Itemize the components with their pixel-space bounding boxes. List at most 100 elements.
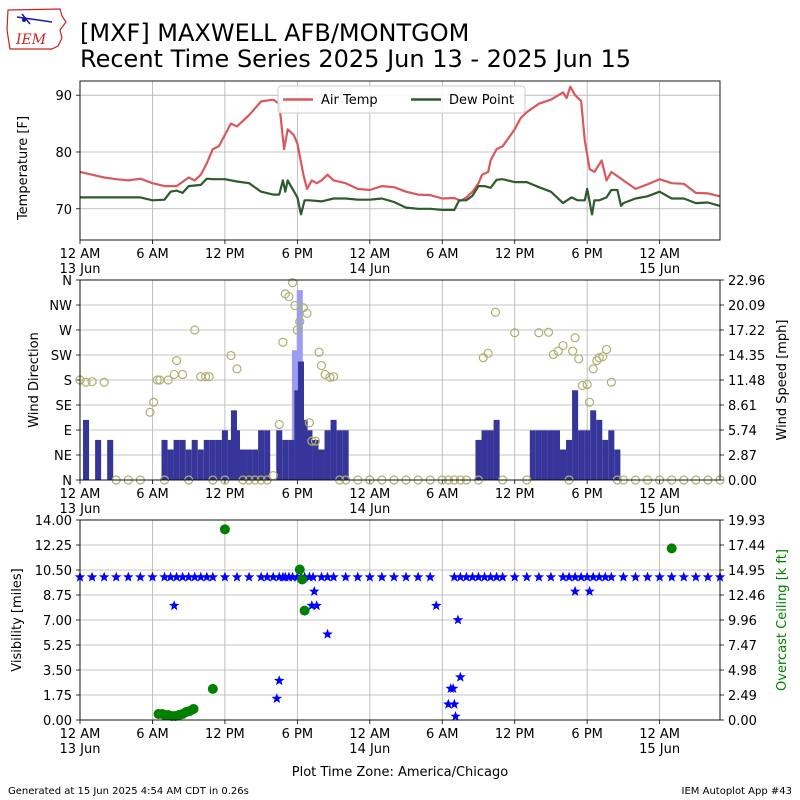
wind-speed-bar xyxy=(246,449,253,480)
visibility-star xyxy=(195,571,206,582)
legend-air-temp-label: Air Temp xyxy=(321,93,378,108)
visibility-star xyxy=(509,571,520,582)
visibility-star xyxy=(159,571,170,582)
wind-speed-bar xyxy=(318,449,325,480)
visibility-star xyxy=(306,600,318,611)
visibility-star xyxy=(255,571,267,582)
wind-direction-tick-label: NW xyxy=(49,299,72,314)
visibility-tick-label: 3.50 xyxy=(43,664,72,679)
wind-direction-point xyxy=(577,380,587,391)
wind-x-tick-date: 14 Jun xyxy=(349,502,390,517)
ceiling-tick-label: 7.47 xyxy=(728,639,757,654)
wind-direction-point xyxy=(307,436,317,446)
wind-direction-point xyxy=(290,300,300,311)
visibility-star xyxy=(455,671,466,682)
wind-speed-bar xyxy=(209,439,216,480)
wind-speed-tick-label: 22.96 xyxy=(728,274,765,289)
wind-direction-point xyxy=(570,333,580,343)
air-temp-line xyxy=(79,85,721,202)
visibility-star xyxy=(479,571,490,582)
ceiling-point xyxy=(294,564,305,575)
wind-direction-point xyxy=(568,346,578,356)
visibility-star xyxy=(123,571,134,582)
wind-direction-point xyxy=(81,377,91,387)
x-axis-label: Plot Time Zone: America/Chicago xyxy=(292,765,508,780)
visibility-star xyxy=(316,571,327,582)
visibility-star xyxy=(533,571,545,582)
visibility-tick-label: 0.00 xyxy=(43,714,72,729)
temperature-y-tick-label: 90 xyxy=(55,89,72,104)
temperature-y-tick-label: 70 xyxy=(55,203,72,218)
visibility-star xyxy=(473,571,484,582)
wind-x-tick-label: 12 PM xyxy=(495,487,535,502)
wind-direction-point xyxy=(594,353,604,363)
temperature-y-tick-label: 80 xyxy=(55,146,72,161)
visibility-tick-label: 8.75 xyxy=(43,589,72,604)
temperature-x-tick-date: 14 Jun xyxy=(349,262,390,277)
footer-app: IEM Autoplot App #43 xyxy=(682,786,792,797)
visibility-star xyxy=(485,571,496,582)
visibility-star xyxy=(690,571,702,582)
visibility-star xyxy=(642,571,653,582)
visibility-axis-label: Visibility [miles] xyxy=(10,568,25,671)
visibility-star xyxy=(584,585,595,596)
footer-generated: Generated at 15 Jun 2025 4:54 AM CDT in … xyxy=(8,786,249,797)
visibility-x-tick-label: 12 PM xyxy=(495,727,535,742)
iem-logo: IEM xyxy=(6,8,67,50)
visibility-x-tick-date: 14 Jun xyxy=(349,742,390,757)
wind-direction-tick-label: S xyxy=(64,374,72,389)
visibility-star xyxy=(400,571,412,582)
wind-direction-point xyxy=(558,340,568,351)
wind-speed-bar xyxy=(566,439,573,480)
wind-speed-bar xyxy=(578,430,585,480)
temperature-frame xyxy=(79,80,721,241)
visibility-star xyxy=(183,571,194,582)
dew-point-line xyxy=(80,177,721,216)
ceiling-tick-label: 14.95 xyxy=(728,564,765,579)
visibility-star xyxy=(630,571,641,582)
chart-title-line2: Recent Time Series 2025 Jun 13 - 2025 Ju… xyxy=(80,45,631,73)
visibility-star xyxy=(243,571,255,582)
ceiling-tick-label: 19.93 xyxy=(728,514,765,529)
visibility-x-tick-label: 6 PM xyxy=(282,727,313,742)
wind-speed-bar xyxy=(487,430,494,480)
visibility-star xyxy=(545,571,557,582)
visibility-star xyxy=(491,571,502,582)
visibility-tick-label: 12.25 xyxy=(35,539,72,554)
wind-speed-bar xyxy=(276,430,283,480)
wind-speed-bar xyxy=(282,439,289,480)
wind-speed-tick-label: 8.61 xyxy=(728,399,757,414)
visibility-star xyxy=(189,571,200,582)
visibility-star xyxy=(575,571,587,582)
ceiling-point xyxy=(219,524,230,535)
wind-direction-point xyxy=(149,397,159,407)
visibility-star xyxy=(461,571,472,582)
wind-speed-bar xyxy=(481,430,488,480)
wind-speed-bar xyxy=(258,430,265,480)
iem-logo-line xyxy=(21,13,31,25)
temperature-x-tick-label: 6 PM xyxy=(571,247,602,262)
wind-speed-tick-label: 17.22 xyxy=(728,324,765,339)
wind-direction-tick-label: SW xyxy=(51,349,72,364)
wind-speed-bar xyxy=(596,419,603,480)
wind-speed-tick-label: 0.00 xyxy=(728,474,757,489)
visibility-star xyxy=(274,675,285,686)
wind-speed-bar xyxy=(324,430,331,480)
wind-speed-bar xyxy=(301,419,308,480)
temperature-axis-label: Temperature [F] xyxy=(16,116,31,221)
wind-x-tick-label: 12 AM xyxy=(349,487,390,502)
wind-speed-bar xyxy=(288,439,295,480)
wind-speed-bar xyxy=(167,449,174,480)
visibility-star xyxy=(388,571,400,582)
wind-speed-bar xyxy=(614,449,621,480)
wind-direction-tick-label: W xyxy=(59,324,72,339)
visibility-x-tick-date: 13 Jun xyxy=(60,742,101,757)
wind-direction-tick-label: NE xyxy=(54,449,72,464)
wind-speed-tick-label: 5.74 xyxy=(728,424,757,439)
ceiling-point xyxy=(297,574,308,585)
visibility-star xyxy=(207,571,219,582)
visibility-star xyxy=(340,571,351,582)
wind-speed-bar xyxy=(252,449,259,480)
wind-speed-bar xyxy=(107,439,114,480)
ceiling-point xyxy=(207,683,218,694)
